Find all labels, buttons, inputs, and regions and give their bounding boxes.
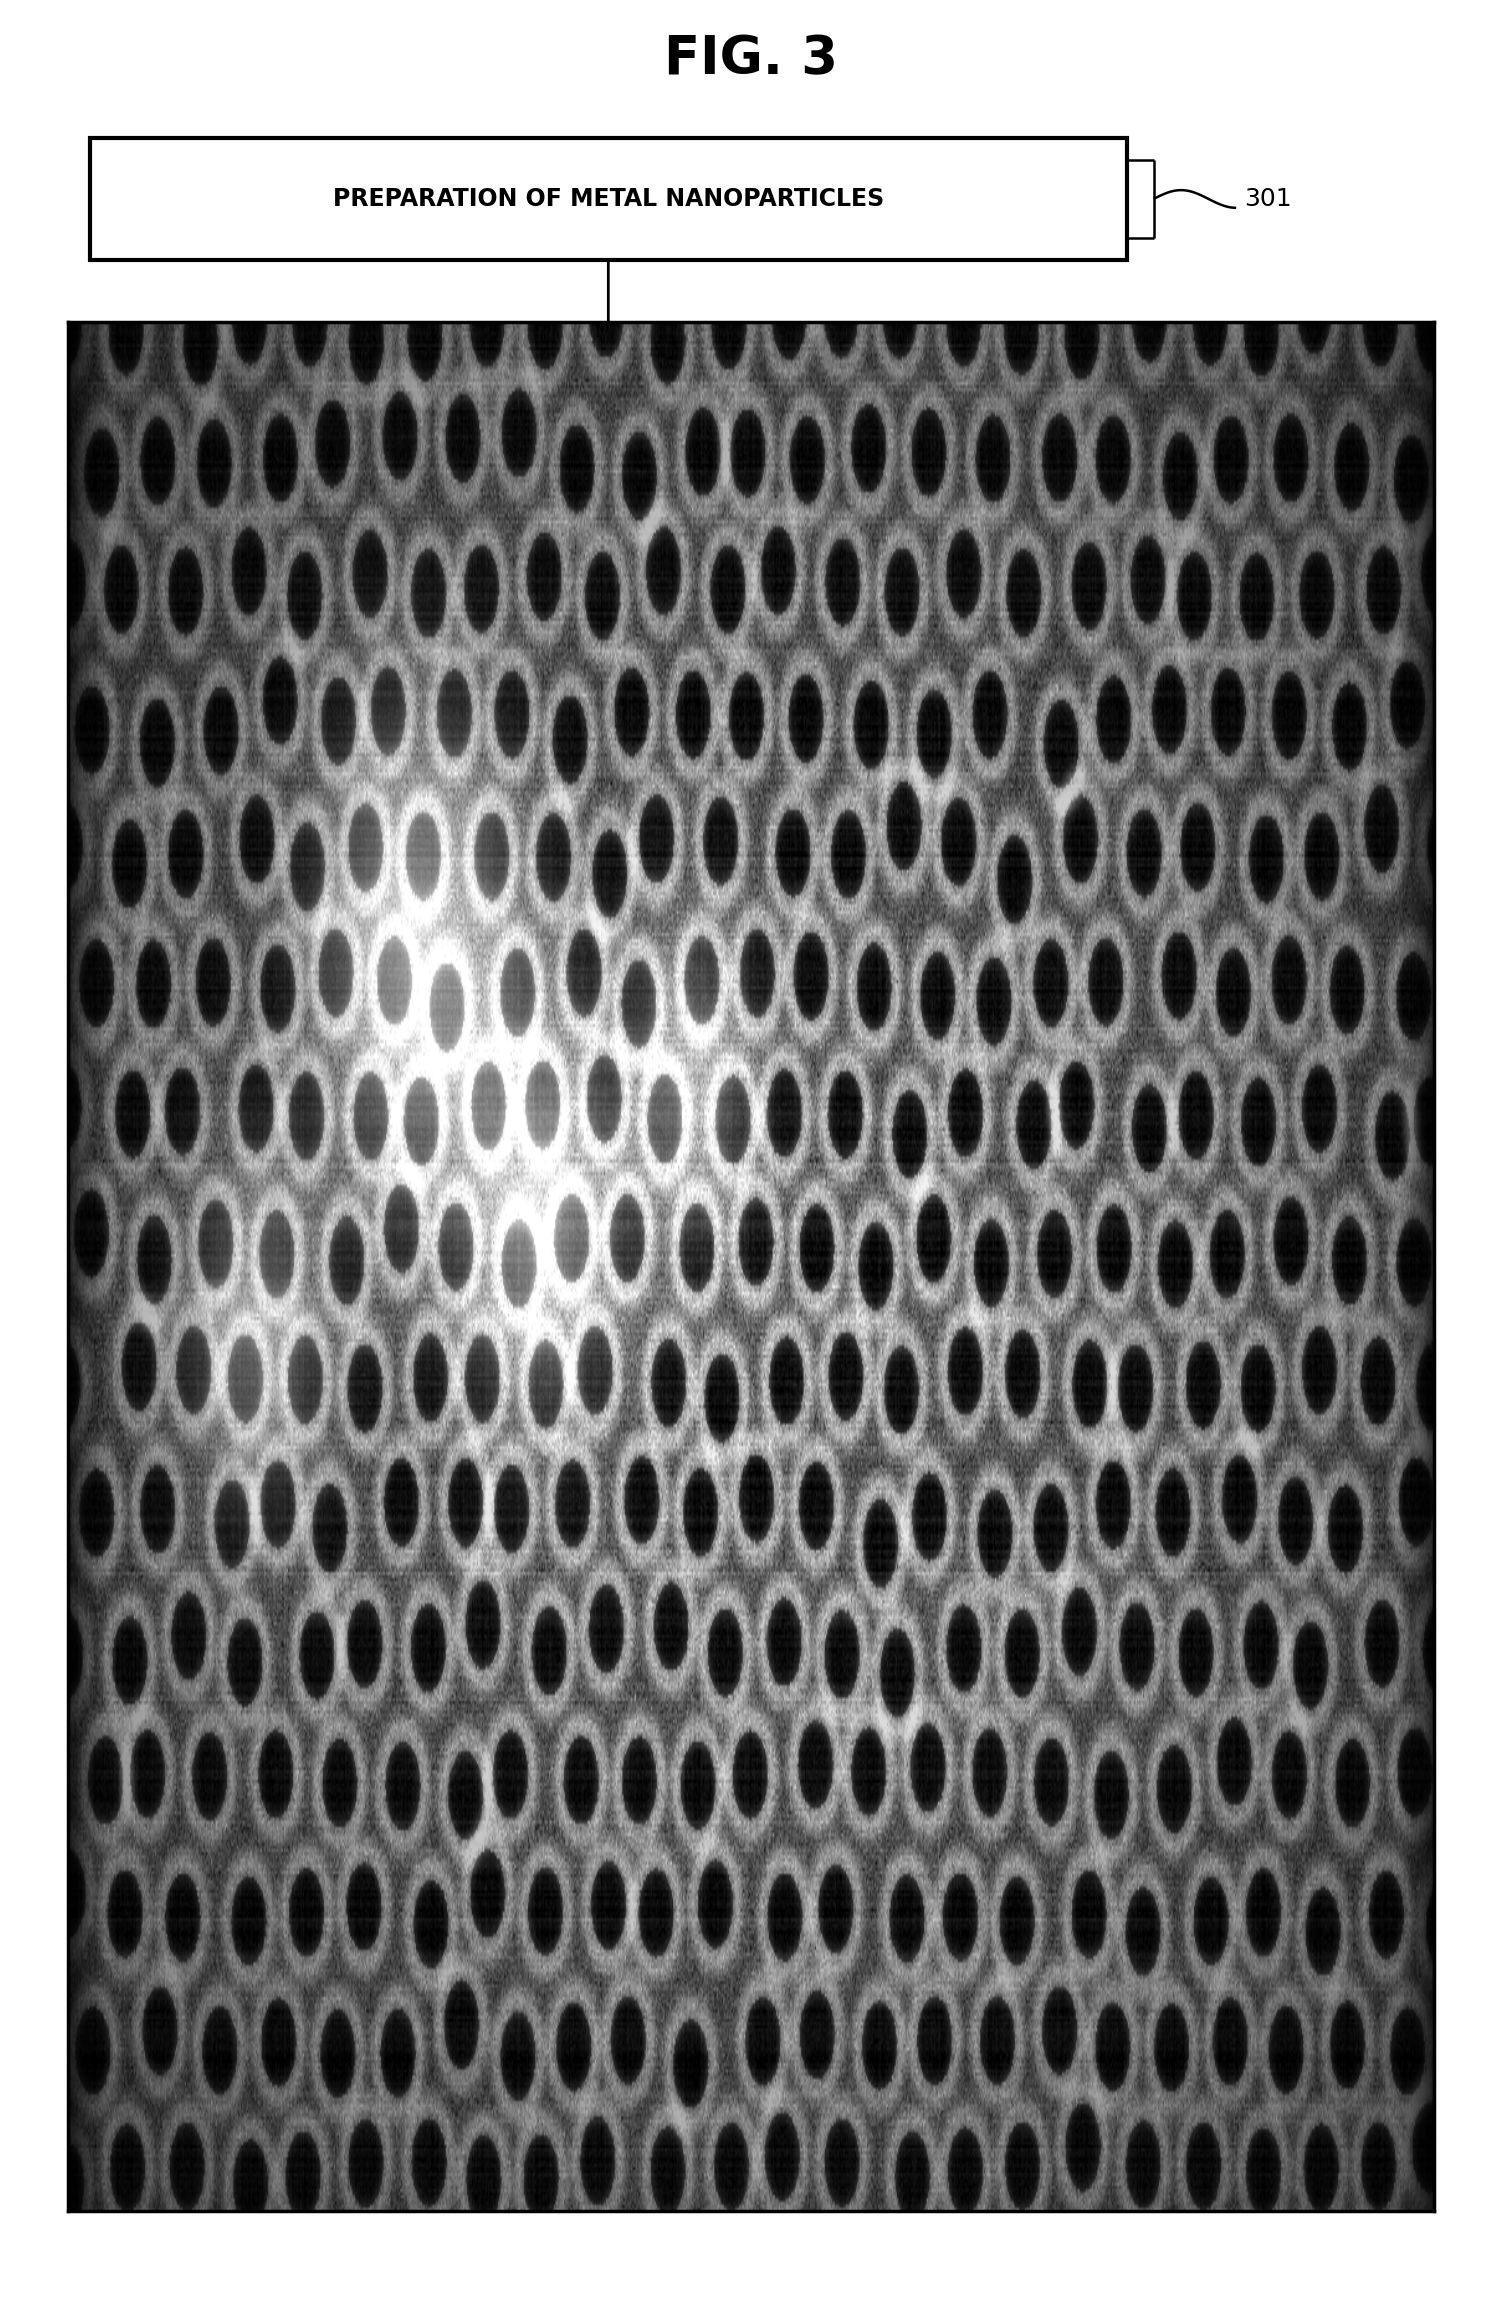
FancyBboxPatch shape [90, 624, 1126, 746]
Text: 303: 303 [1244, 672, 1292, 698]
Text: THERMAL DECOMPOSITION: THERMAL DECOMPOSITION [626, 553, 943, 573]
Text: ADDITION OF METAL SURFACTANT COMPLEX: ADDITION OF METAL SURFACTANT COMPLEX [315, 431, 901, 454]
Text: RETRIEVAL OF METAL OXIDE NANOPARTICLES: RETRIEVAL OF METAL OXIDE NANOPARTICLES [308, 905, 909, 930]
Text: 302: 302 [1244, 431, 1292, 454]
Text: FIG. 4: FIG. 4 [664, 1186, 838, 1239]
Text: 301: 301 [1244, 187, 1292, 212]
FancyBboxPatch shape [90, 857, 1126, 979]
FancyBboxPatch shape [90, 138, 1126, 260]
FancyBboxPatch shape [90, 382, 1126, 502]
Text: 304: 304 [1244, 905, 1292, 930]
Text: FIG. 3: FIG. 3 [664, 32, 838, 85]
Text: OXIDATION: OXIDATION [626, 792, 756, 811]
Text: GROWTH OF METAL NANOPARTICLES: GROWTH OF METAL NANOPARTICLES [365, 672, 852, 698]
Text: PREPARATION OF METAL NANOPARTICLES: PREPARATION OF METAL NANOPARTICLES [332, 187, 885, 212]
